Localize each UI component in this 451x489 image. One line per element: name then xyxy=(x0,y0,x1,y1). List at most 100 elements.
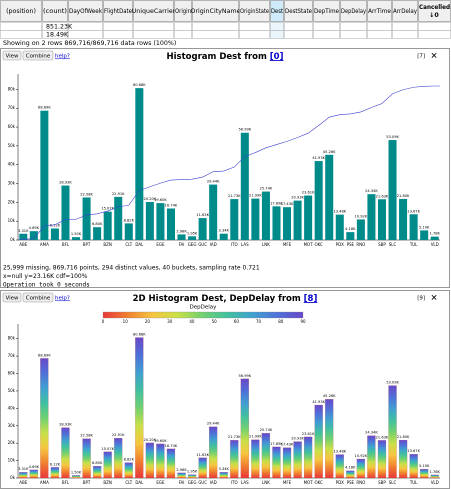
bar[interactable] xyxy=(251,439,260,479)
bar[interactable] xyxy=(261,433,271,479)
bar[interactable] xyxy=(388,385,397,479)
toolbar-button[interactable] xyxy=(22,50,54,61)
bar[interactable] xyxy=(367,435,376,479)
bar[interactable] xyxy=(114,438,123,479)
bar[interactable] xyxy=(198,457,207,479)
bar[interactable] xyxy=(367,194,376,240)
button-label[interactable]: help? xyxy=(55,296,70,302)
bar[interactable] xyxy=(61,427,70,479)
bar[interactable] xyxy=(335,454,344,479)
bar[interactable] xyxy=(272,446,281,479)
bar[interactable] xyxy=(304,195,313,240)
bar[interactable] xyxy=(93,466,102,479)
bar[interactable] xyxy=(187,474,197,479)
bar[interactable] xyxy=(124,223,133,240)
bar[interactable] xyxy=(177,234,186,240)
bar[interactable] xyxy=(72,237,81,240)
column-header[interactable] xyxy=(392,0,418,22)
column-header[interactable] xyxy=(42,0,68,22)
bar[interactable] xyxy=(209,426,218,479)
column-header[interactable] xyxy=(192,0,239,22)
bar[interactable] xyxy=(156,443,165,479)
toolbar-button[interactable] xyxy=(2,50,22,61)
bar[interactable] xyxy=(304,436,313,479)
close-button[interactable]: ✕ xyxy=(430,294,437,304)
bar[interactable] xyxy=(377,440,387,479)
bar[interactable] xyxy=(198,218,207,240)
bar[interactable] xyxy=(135,88,144,240)
toolbar-button[interactable] xyxy=(22,292,54,303)
bar[interactable] xyxy=(325,154,334,240)
bar[interactable] xyxy=(103,451,112,479)
column-header[interactable] xyxy=(68,0,103,22)
bar[interactable] xyxy=(314,404,323,479)
bar[interactable] xyxy=(114,196,123,240)
bar[interactable] xyxy=(356,219,365,240)
bar[interactable] xyxy=(145,442,154,479)
bar[interactable] xyxy=(430,474,439,479)
bar[interactable] xyxy=(346,232,355,240)
bar[interactable] xyxy=(272,206,281,240)
bar[interactable] xyxy=(40,358,49,479)
button-label[interactable]: Combine xyxy=(26,296,51,302)
column-header[interactable] xyxy=(0,0,42,22)
source-link[interactable]: [0] xyxy=(270,52,284,62)
bar[interactable] xyxy=(124,462,133,479)
toolbar-button[interactable] xyxy=(2,292,22,303)
bar[interactable] xyxy=(188,236,197,240)
bar[interactable] xyxy=(356,458,365,479)
bar[interactable] xyxy=(50,228,59,240)
close-button[interactable]: ✕ xyxy=(430,52,437,62)
bar[interactable] xyxy=(103,211,112,240)
bar[interactable] xyxy=(29,231,38,240)
bar[interactable] xyxy=(166,448,176,479)
bar[interactable] xyxy=(335,214,344,240)
bar[interactable] xyxy=(209,184,218,240)
bar[interactable] xyxy=(50,467,60,479)
bar[interactable] xyxy=(166,208,175,240)
column-header[interactable] xyxy=(103,0,133,22)
bar[interactable] xyxy=(230,440,239,479)
bar[interactable] xyxy=(177,472,186,479)
bar[interactable] xyxy=(283,207,292,240)
bar[interactable] xyxy=(29,469,38,479)
bar[interactable] xyxy=(420,230,429,240)
bar[interactable] xyxy=(420,469,429,479)
bar[interactable] xyxy=(282,447,292,479)
bar[interactable] xyxy=(240,132,249,240)
bar[interactable] xyxy=(61,185,70,240)
bar[interactable] xyxy=(261,191,270,240)
bar[interactable] xyxy=(219,472,228,479)
column-header[interactable] xyxy=(313,0,340,22)
bar[interactable] xyxy=(40,110,49,241)
button-label[interactable]: help? xyxy=(55,54,70,60)
column-header[interactable] xyxy=(270,0,284,22)
bar[interactable] xyxy=(156,203,165,240)
bar[interactable] xyxy=(293,441,302,479)
bar[interactable] xyxy=(409,454,418,479)
bar[interactable] xyxy=(399,198,408,240)
bar[interactable] xyxy=(19,233,28,240)
bar[interactable] xyxy=(19,472,28,479)
bar[interactable] xyxy=(409,214,418,240)
bar[interactable] xyxy=(314,161,323,240)
bar[interactable] xyxy=(293,200,302,240)
column-header[interactable] xyxy=(284,0,313,22)
column-header[interactable] xyxy=(367,0,392,22)
bar[interactable] xyxy=(230,199,239,240)
column-header[interactable] xyxy=(340,0,367,22)
bar[interactable] xyxy=(377,199,386,240)
column-header[interactable] xyxy=(133,0,174,22)
bar[interactable] xyxy=(219,233,228,240)
bar[interactable] xyxy=(325,399,334,479)
column-header[interactable] xyxy=(239,0,270,22)
bar[interactable] xyxy=(388,140,397,240)
bar[interactable] xyxy=(82,197,91,240)
source-link[interactable]: [8] xyxy=(304,294,318,304)
bar[interactable] xyxy=(398,439,408,479)
bar[interactable] xyxy=(346,470,355,479)
button-label[interactable]: Combine xyxy=(26,54,51,60)
button-label[interactable]: View xyxy=(5,296,19,302)
bar[interactable] xyxy=(251,198,260,240)
bar[interactable] xyxy=(93,227,102,240)
